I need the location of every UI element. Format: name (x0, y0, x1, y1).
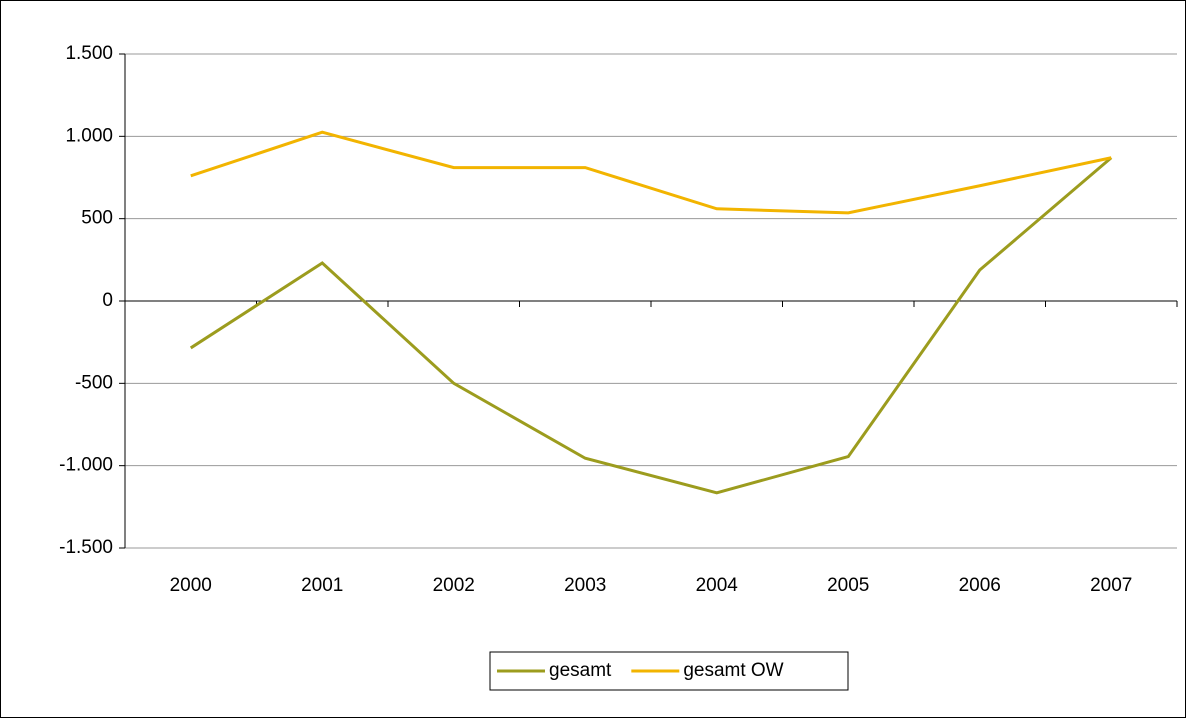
legend-label: gesamt (549, 660, 612, 681)
legend-label: gesamt OW (683, 660, 783, 681)
y-tick-label: -1.000 (59, 455, 113, 476)
y-tick-label: 500 (81, 208, 113, 229)
y-tick-label: 1.500 (65, 43, 113, 64)
x-tick-label: 2005 (827, 575, 869, 596)
y-tick-label: 1.000 (65, 125, 113, 146)
y-tick-label: -1.500 (59, 537, 113, 558)
y-tick-label: 0 (102, 290, 113, 311)
y-tick-label: -500 (75, 372, 113, 393)
x-tick-label: 2001 (301, 575, 343, 596)
x-tick-label: 2002 (433, 575, 475, 596)
series-line (190, 130, 1112, 215)
series-line (189, 156, 1113, 495)
x-tick-label: 2003 (564, 575, 606, 596)
x-tick-label: 2007 (1090, 575, 1132, 596)
x-tick-label: 2004 (696, 575, 739, 596)
x-tick-label: 2006 (959, 575, 1001, 596)
x-tick-label: 2000 (170, 575, 212, 596)
